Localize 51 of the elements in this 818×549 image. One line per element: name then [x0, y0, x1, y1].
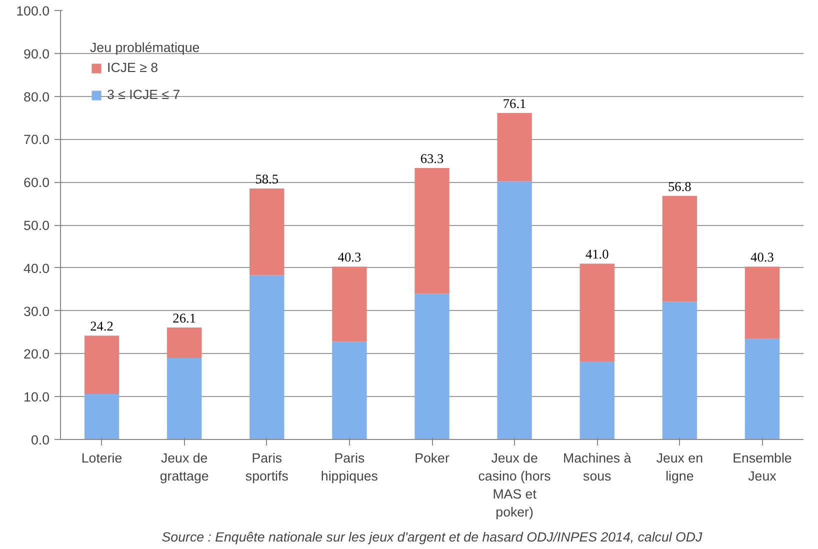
bar — [84, 336, 120, 394]
y-tick-label: 0.0 — [30, 432, 50, 448]
total-label: 26.1 — [172, 310, 196, 326]
bar — [414, 294, 450, 440]
x-tick-label: Poker — [414, 450, 450, 466]
bar — [414, 168, 450, 294]
legend-label: 3 ≤ ICJE ≤ 7 — [107, 87, 180, 102]
total-label: 40.3 — [750, 250, 774, 265]
x-tick-label: Ensemble Jeux — [732, 450, 792, 484]
bar — [580, 362, 614, 440]
y-tick-label: 60.0 — [24, 175, 50, 190]
bar — [662, 302, 698, 440]
y-tick-label: 90.0 — [24, 46, 50, 62]
y-tick-label: 10.0 — [24, 390, 50, 405]
bar — [166, 328, 202, 358]
bar — [84, 394, 120, 440]
x-tick-label: Jeux de grattage — [160, 450, 209, 484]
legend-label: ICJE ≥ 8 — [107, 60, 158, 75]
y-tick-label: 20.0 — [24, 346, 50, 362]
bar — [332, 266, 367, 342]
total-label: 41.0 — [585, 246, 610, 262]
bar — [332, 342, 367, 440]
x-tick-label: Machines à sous — [563, 450, 632, 484]
x-tick-label: Loterie — [81, 450, 122, 466]
bar — [497, 113, 532, 182]
total-label: 40.3 — [338, 250, 362, 265]
bar — [250, 275, 284, 440]
y-tick-label: 100.0 — [16, 4, 50, 18]
bar — [250, 188, 284, 276]
y-tick-label: 30.0 — [24, 304, 50, 319]
source-note: Source : Enquête nationale sur les jeux d'argent et de hasard ODJ/INPES 2014, calcul ODJ — [162, 530, 703, 544]
y-tick-label: 70.0 — [24, 132, 50, 148]
y-tick-label: 40.0 — [24, 260, 50, 276]
total-label: 56.8 — [668, 178, 692, 194]
legend-title: Jeu problématique — [90, 40, 200, 55]
total-label: 76.1 — [502, 96, 526, 112]
bar — [744, 266, 780, 339]
total-label: 63.3 — [420, 150, 444, 166]
x-tick-label: Jeux de casino (hors MAS et poker) — [478, 450, 552, 520]
y-tick-label: 50.0 — [24, 218, 50, 233]
bar — [662, 196, 698, 302]
x-tick-label: Paris sportifs — [245, 450, 289, 484]
bar — [497, 181, 532, 440]
total-label: 24.2 — [90, 318, 114, 334]
bar — [166, 358, 202, 440]
y-tick-label: 80.0 — [24, 89, 50, 104]
total-label: 58.5 — [255, 172, 279, 187]
x-tick-label: Paris hippiques — [320, 450, 378, 484]
bar — [580, 264, 614, 362]
x-tick-label: Jeux en ligne — [656, 450, 704, 484]
bar — [744, 338, 780, 440]
